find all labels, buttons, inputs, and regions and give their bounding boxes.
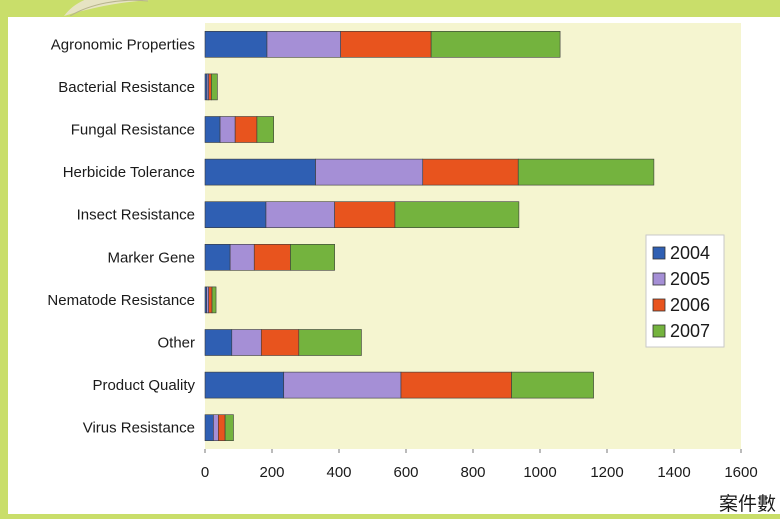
x-tick-label: 1400: [657, 464, 690, 481]
x-tick-label: 1200: [590, 464, 623, 481]
category-label: Herbicide Tolerance: [63, 164, 195, 181]
x-tick-label: 200: [259, 464, 284, 481]
stacked-bar-chart: Agronomic Properties Bacterial Resistance…: [47, 23, 776, 515]
bar-segment: [334, 201, 396, 228]
bar-segment: [213, 414, 219, 442]
legend-label: 2004: [670, 243, 710, 263]
category-label: Virus Resistance: [83, 420, 195, 437]
bar-segment: [204, 244, 231, 271]
x-tick-label: 0: [201, 464, 209, 481]
bar-segment: [204, 329, 233, 356]
legend-swatch: [652, 246, 666, 260]
bar-segment: [422, 158, 519, 186]
x-tick-label: 1000: [523, 464, 556, 481]
bar-segment: [253, 244, 291, 271]
bar-segment: [266, 31, 341, 58]
bar-segment: [298, 329, 362, 356]
bar-segment: [204, 31, 268, 58]
top-banner: [0, 0, 780, 18]
category-label: Other: [157, 335, 195, 352]
legend-swatch: [652, 298, 666, 312]
bar-segment: [204, 371, 285, 399]
chart-panel: Agronomic Properties Bacterial Resistance…: [8, 17, 780, 515]
bar-segment: [208, 286, 213, 314]
x-tick-label: 600: [393, 464, 418, 481]
bar-segment: [234, 116, 258, 143]
bar-segment: [208, 73, 212, 101]
bar-segment: [204, 201, 267, 228]
x-tick-label: 400: [326, 464, 351, 481]
bar-segment: [260, 329, 300, 356]
bar-segment: [231, 329, 262, 356]
bar-segment: [290, 244, 335, 271]
bar-segment: [430, 31, 561, 58]
category-label: Nematode Resistance: [47, 292, 195, 309]
bar-segment: [224, 414, 234, 442]
x-tick-label: 1600: [724, 464, 757, 481]
legend-label: 2007: [670, 321, 710, 341]
bar-segment: [315, 158, 424, 186]
legend-label: 2006: [670, 295, 710, 315]
x-axis-label: 案件數: [719, 493, 776, 514]
bar-segment: [256, 116, 274, 143]
category-label: Marker Gene: [107, 249, 195, 266]
bar-segment: [211, 286, 217, 314]
bar-segment: [204, 414, 214, 442]
legend-label: 2005: [670, 269, 710, 289]
bar-segment: [204, 73, 208, 101]
category-label: Agronomic Properties: [51, 36, 195, 53]
legend-swatch: [652, 324, 666, 338]
bar-segment: [400, 371, 512, 399]
category-label: Insect Resistance: [77, 207, 195, 224]
bar-segment: [218, 414, 226, 442]
bar-segment: [206, 286, 209, 314]
x-tick-label: 800: [460, 464, 485, 481]
bar-segment: [511, 371, 594, 399]
bar-segment: [229, 244, 255, 271]
bar-segment: [219, 116, 236, 143]
leaf-decoration-icon: [64, 0, 150, 16]
bar-segment: [517, 158, 655, 186]
bar-segment: [204, 158, 316, 186]
bar-segment: [204, 116, 221, 143]
bar-segment: [265, 201, 335, 228]
bar-segment: [340, 31, 432, 58]
bar-segment: [394, 201, 520, 228]
category-label: Fungal Resistance: [71, 122, 195, 139]
bar-segment: [283, 371, 402, 399]
category-label: Bacterial Resistance: [58, 79, 195, 96]
legend-swatch: [652, 272, 666, 286]
bar-segment: [211, 73, 218, 101]
category-label: Product Quality: [92, 377, 195, 394]
